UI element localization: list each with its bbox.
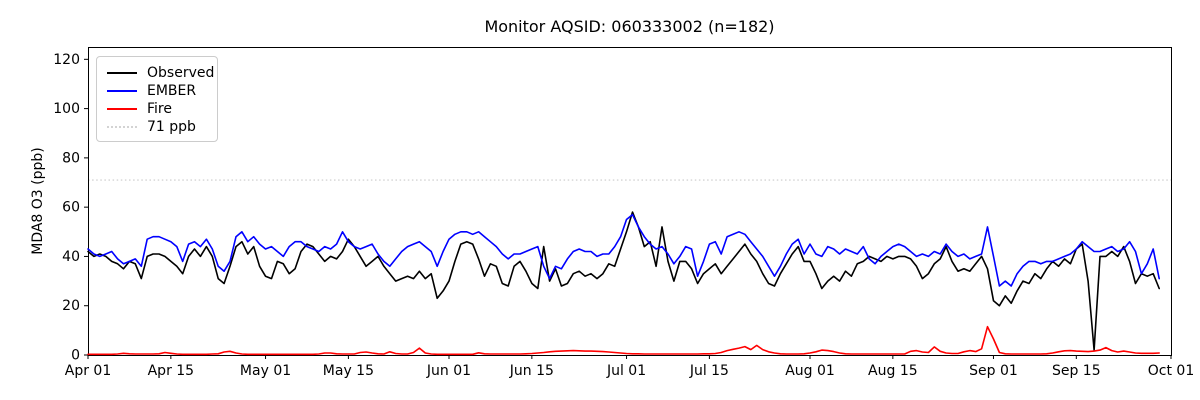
series-ember-line [87, 213, 1160, 287]
svg-text:Aug 01: Aug 01 [785, 363, 835, 379]
svg-text:May 15: May 15 [323, 363, 374, 379]
legend-item-ember: EMBER [107, 82, 207, 100]
series-fire-line [87, 325, 1160, 356]
svg-text:Aug 15: Aug 15 [868, 363, 918, 379]
svg-text:Apr 01: Apr 01 [65, 363, 111, 379]
observed-line-sample [107, 72, 137, 74]
svg-text:120: 120 [53, 52, 80, 68]
legend-item-fire: Fire [107, 100, 207, 118]
svg-text:60: 60 [62, 200, 80, 216]
legend-item-observed: Observed [107, 64, 214, 82]
svg-text:Jun 01: Jun 01 [426, 363, 471, 379]
svg-text:Jun 15: Jun 15 [509, 363, 554, 379]
threshold-line-sample [107, 126, 137, 128]
svg-text:Jul 15: Jul 15 [689, 363, 729, 379]
svg-text:0: 0 [71, 348, 80, 364]
svg-text:May 01: May 01 [240, 363, 291, 379]
chart-title: Monitor AQSID: 060333002 (n=182) [484, 17, 775, 36]
legend-label: Fire [147, 101, 172, 117]
svg-text:40: 40 [62, 249, 80, 265]
svg-text:Apr 15: Apr 15 [148, 363, 194, 379]
svg-text:Oct 01: Oct 01 [1148, 363, 1194, 379]
legend: Observed EMBER Fire 71 ppb [96, 56, 218, 142]
series-observed-line [87, 211, 1160, 351]
svg-text:Jul 01: Jul 01 [606, 363, 646, 379]
svg-text:80: 80 [62, 150, 80, 166]
legend-label: 71 ppb [147, 119, 196, 135]
svg-text:Sep 01: Sep 01 [969, 363, 1018, 379]
legend-label: Observed [147, 65, 215, 81]
axes-frame [88, 47, 1172, 356]
legend-item-threshold: 71 ppb [107, 118, 207, 136]
fire-line-sample [107, 108, 137, 110]
svg-text:100: 100 [53, 101, 80, 117]
legend-label: EMBER [147, 83, 197, 99]
ember-line-sample [107, 90, 137, 92]
svg-text:20: 20 [62, 298, 80, 314]
svg-text:Sep 15: Sep 15 [1052, 363, 1101, 379]
